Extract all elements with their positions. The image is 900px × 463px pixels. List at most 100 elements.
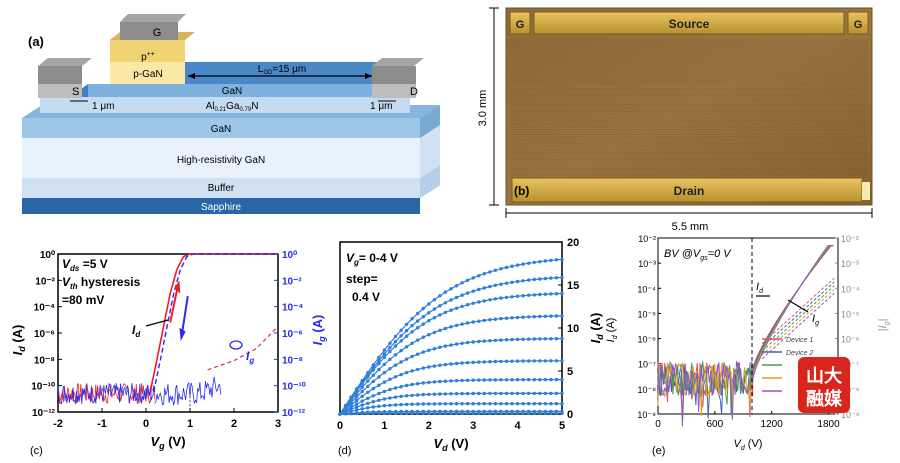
d-point xyxy=(371,394,375,398)
d-point xyxy=(432,402,437,406)
d-point xyxy=(388,367,392,371)
d-point xyxy=(554,292,559,296)
d-point xyxy=(532,315,536,319)
d-point xyxy=(393,409,398,414)
d-point xyxy=(460,378,464,383)
e-xtick-label: 600 xyxy=(706,419,723,430)
d-point xyxy=(438,345,442,349)
d-point xyxy=(416,393,420,397)
plot-c-ticks: -2 -1 0 1 2 3 10⁰ 10⁻² 10⁻⁴ 10⁻⁶ 10⁻⁸ 10⁻¹⁰ 10⁻¹² 10⁰… xyxy=(31,250,306,430)
d-point xyxy=(371,400,375,404)
d-point xyxy=(538,409,542,414)
buffer-text: Buffer xyxy=(208,183,235,194)
d-point xyxy=(554,409,559,414)
sapphire-text: Sapphire xyxy=(201,202,241,213)
d-point xyxy=(382,397,387,401)
c-annot-hyst: =80 mV xyxy=(62,293,104,307)
d-point xyxy=(510,295,514,299)
d-point xyxy=(454,402,459,406)
d-point xyxy=(360,407,364,411)
d-point xyxy=(360,385,364,390)
d-point xyxy=(360,403,364,407)
e-ylabel-left: Id (A) xyxy=(605,318,619,343)
d-point xyxy=(510,359,514,363)
d-point xyxy=(454,342,459,346)
d-point xyxy=(404,328,409,333)
e-ig-curve-4 xyxy=(761,292,835,360)
hr-gan-text: High-resistivity GaN xyxy=(177,155,265,166)
d-point xyxy=(493,359,498,364)
d-point xyxy=(388,403,392,407)
d-point xyxy=(510,280,514,284)
d-point xyxy=(388,409,392,414)
e-annot-bv: BV @Vgs=0 V xyxy=(664,248,732,262)
d-point xyxy=(488,339,492,343)
c-xtick-label: -1 xyxy=(97,418,107,430)
d-point xyxy=(532,293,536,297)
panel-c: -2 -1 0 1 2 3 10⁰ 10⁻² 10⁻⁴ 10⁻⁶ 10⁻⁸ 10⁻¹⁰ 10⁻¹² 10⁰… xyxy=(10,250,327,457)
d-point xyxy=(438,409,442,414)
d-point xyxy=(360,399,364,403)
d-point xyxy=(560,391,564,396)
c-ytick-left-label: 10⁰ xyxy=(40,250,55,261)
d-point xyxy=(538,314,542,319)
d-point xyxy=(471,402,475,406)
d-point xyxy=(521,279,525,283)
d-point xyxy=(393,353,398,357)
source-pad-label: Source xyxy=(669,17,710,31)
d-point xyxy=(499,316,503,321)
chip-texture xyxy=(510,39,868,176)
legend-device-1: Device 1 xyxy=(786,337,813,344)
watermark-line2: 融媒 xyxy=(806,388,843,409)
d-point xyxy=(382,362,387,366)
d-point xyxy=(371,373,375,377)
e-ylabel-right: |Ig| xyxy=(877,319,891,332)
d-point xyxy=(515,402,520,406)
d-point xyxy=(504,391,509,396)
d-point xyxy=(504,316,509,320)
d-point xyxy=(482,402,486,406)
c-ytick-left-label: 10⁻¹² xyxy=(32,408,56,419)
d-point xyxy=(527,409,531,414)
d-point xyxy=(366,396,370,400)
d-point xyxy=(399,328,403,332)
d-point xyxy=(521,359,525,363)
d-point xyxy=(399,402,403,407)
d-point xyxy=(432,409,437,414)
hr-gan-layer xyxy=(22,138,420,178)
d-point xyxy=(482,360,486,364)
d-point xyxy=(354,411,359,415)
e-ytick-right-label: 10⁻⁹ xyxy=(841,410,860,420)
d-point xyxy=(393,344,398,348)
d-point xyxy=(393,334,398,339)
d-point xyxy=(432,380,437,384)
e-ytick-left-label: 10⁻² xyxy=(638,234,656,244)
d-point xyxy=(477,339,481,344)
source-label: S xyxy=(72,86,79,98)
d-point xyxy=(449,343,453,347)
panel-b: G G Source Drain (b) 3.0 mm 5.5 mm xyxy=(477,7,873,233)
d-point xyxy=(538,292,542,297)
d-point xyxy=(543,359,548,363)
d-point xyxy=(527,293,531,297)
d-point xyxy=(560,257,564,262)
e-id-curve-4 xyxy=(657,245,834,427)
d-point xyxy=(488,284,492,289)
d-point xyxy=(371,386,375,391)
d-point xyxy=(454,361,459,366)
d-point xyxy=(471,276,475,280)
d-point xyxy=(421,335,425,339)
e-ytick-left-label: 10⁻⁷ xyxy=(638,360,656,370)
d-point xyxy=(427,365,431,369)
e-ytick-right-label: 10⁻² xyxy=(841,234,859,244)
d-point xyxy=(515,263,520,267)
d-point xyxy=(510,402,514,406)
e-xtick-label: 1200 xyxy=(761,419,784,430)
d-point xyxy=(377,367,381,372)
d-point xyxy=(499,391,503,396)
d-ytick-label: 5 xyxy=(567,366,573,378)
d-point xyxy=(443,409,448,414)
d-point xyxy=(527,402,531,406)
watermark-logo: 山大 融媒 xyxy=(798,357,850,413)
d-ytick-label: 20 xyxy=(567,237,579,249)
